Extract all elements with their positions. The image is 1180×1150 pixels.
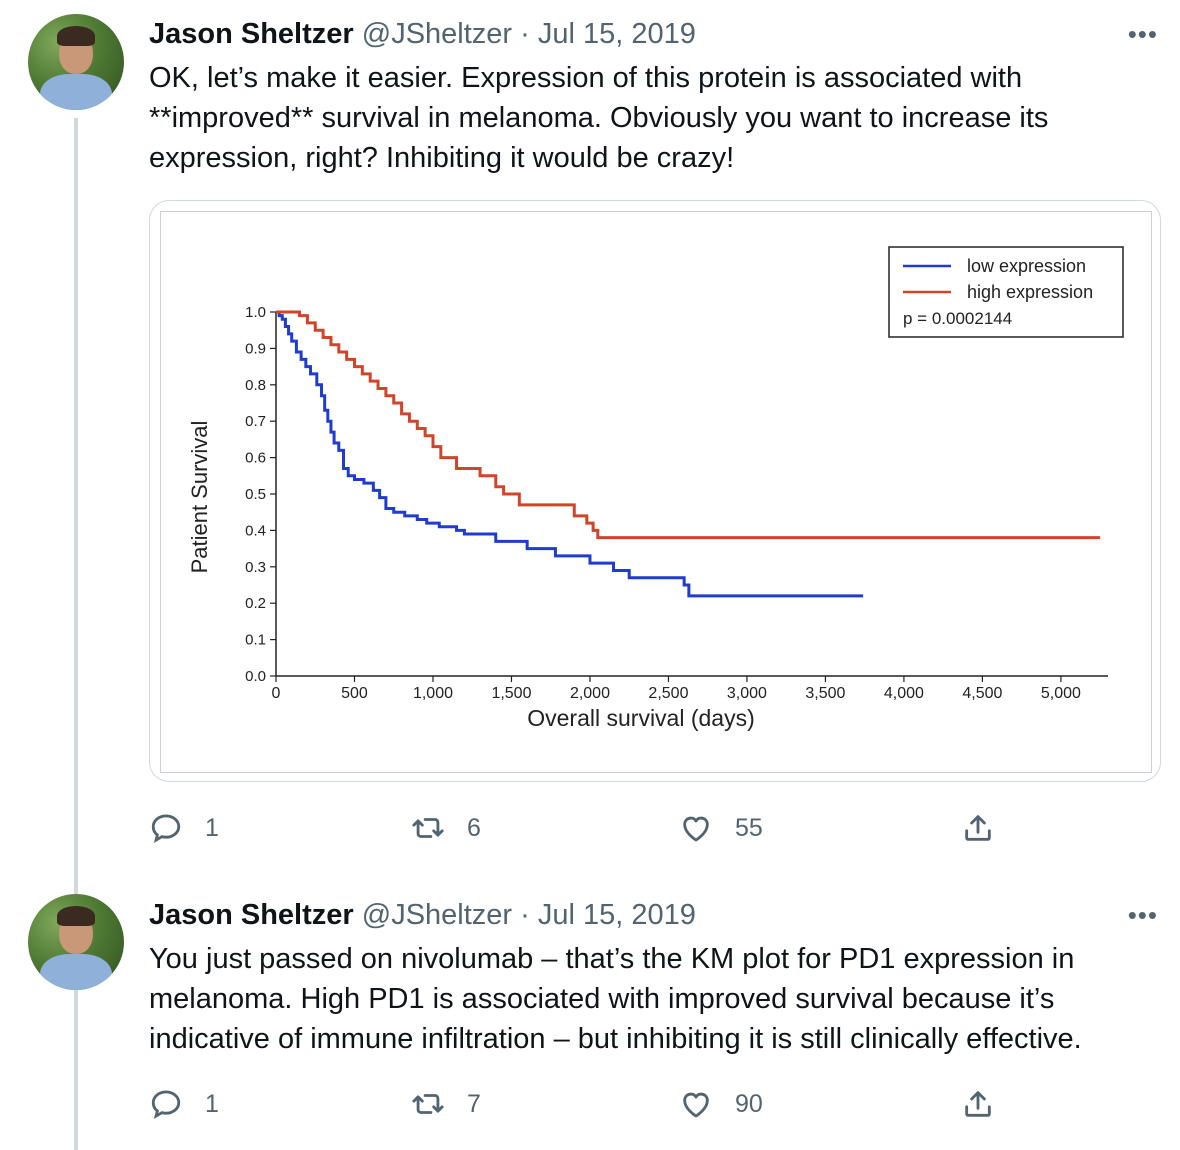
tweet-text-line: expression, right? Inhibiting it would b… bbox=[149, 142, 735, 174]
author-handle[interactable]: @JSheltzer bbox=[361, 18, 513, 50]
y-axis-label: Patient Survival bbox=[187, 421, 212, 574]
tweet-text-line: OK, let’s make it easier. Expression of … bbox=[149, 62, 1023, 94]
legend-p-value: p = 0.0002144 bbox=[903, 309, 1012, 328]
y-tick-label: 1.0 bbox=[245, 304, 266, 321]
retweet-icon bbox=[412, 818, 444, 838]
x-tick-label: 4,500 bbox=[962, 685, 1002, 702]
x-tick-label: 2,000 bbox=[570, 685, 610, 702]
like-count: 55 bbox=[735, 813, 763, 842]
avatar[interactable] bbox=[28, 894, 124, 990]
y-tick-label: 0.7 bbox=[245, 413, 266, 430]
share-icon bbox=[965, 1091, 991, 1117]
y-tick-label: 0.2 bbox=[245, 595, 266, 612]
retweet-button[interactable]: 7 bbox=[411, 1084, 481, 1124]
y-tick-label: 0.1 bbox=[245, 632, 266, 649]
reply-icon bbox=[151, 1090, 181, 1119]
reply-icon bbox=[151, 814, 181, 843]
reply-button[interactable]: 1 bbox=[149, 808, 219, 848]
thread-connector-line bbox=[74, 118, 78, 1150]
more-options-icon[interactable]: ••• bbox=[1127, 19, 1158, 49]
x-tick-label: 4,000 bbox=[884, 685, 924, 702]
tweet-text-line: indicative of immune infiltration – but … bbox=[149, 1023, 1082, 1055]
legend-label-high: high expression bbox=[967, 282, 1093, 302]
tweet-text-line: You just passed on nivolumab – that’s th… bbox=[149, 943, 1075, 975]
km-curve-low-expression bbox=[276, 310, 864, 598]
tweet-text-line: melanoma. High PD1 is associated with im… bbox=[149, 983, 1055, 1015]
tweet-text: OK, let’s make it easier. Expression of … bbox=[149, 58, 1149, 178]
reply-count: 1 bbox=[205, 1089, 219, 1118]
tweet-text-line: **improved** survival in melanoma. Obvio… bbox=[149, 102, 1049, 134]
tweet-header: Jason Sheltzer @JSheltzer · Jul 15, 2019 bbox=[149, 16, 696, 52]
x-tick-label: 5,000 bbox=[1041, 685, 1081, 702]
x-tick-label: 3,000 bbox=[727, 685, 767, 702]
chart-series bbox=[276, 310, 1101, 598]
avatar[interactable] bbox=[28, 14, 124, 110]
tweet-actions: 1 6 55 bbox=[149, 808, 1159, 848]
x-tick-label: 3,500 bbox=[805, 685, 845, 702]
chart-axes: 0 500 1,000 1,500 2,000 2,500 3,000 3,500 4,000 4… bbox=[245, 304, 1108, 702]
x-tick-label: 1,000 bbox=[413, 685, 453, 702]
km-plot-image: 0 500 1,000 1,500 2,000 2,500 3,000 3,500 4,000 4… bbox=[160, 211, 1152, 773]
retweet-icon bbox=[412, 1094, 444, 1114]
like-count: 90 bbox=[735, 1089, 763, 1118]
x-axis-label: Overall survival (days) bbox=[527, 705, 755, 731]
x-tick-label: 2,500 bbox=[648, 685, 688, 702]
reply-button[interactable]: 1 bbox=[149, 1084, 219, 1124]
retweet-count: 6 bbox=[467, 813, 481, 842]
like-button[interactable]: 55 bbox=[679, 808, 763, 848]
reply-count: 1 bbox=[205, 813, 219, 842]
y-tick-label: 0.6 bbox=[245, 450, 266, 467]
y-tick-label: 0.3 bbox=[245, 559, 266, 576]
author-name[interactable]: Jason Sheltzer bbox=[149, 899, 354, 931]
heart-icon bbox=[683, 1092, 709, 1118]
tweet-text: You just passed on nivolumab – that’s th… bbox=[149, 939, 1149, 1059]
share-icon bbox=[965, 815, 991, 841]
y-tick-label: 0.5 bbox=[245, 486, 266, 503]
heart-icon bbox=[683, 816, 709, 842]
y-tick-label: 0.8 bbox=[245, 377, 266, 394]
tweet-actions: 1 7 90 bbox=[149, 1084, 1159, 1124]
retweet-button[interactable]: 6 bbox=[411, 808, 481, 848]
retweet-count: 7 bbox=[467, 1089, 481, 1118]
tweet-date[interactable]: Jul 15, 2019 bbox=[537, 899, 696, 931]
chart-legend: low expression high expression p = 0.000… bbox=[888, 246, 1124, 338]
y-tick-label: 0.9 bbox=[245, 340, 266, 357]
share-button[interactable] bbox=[961, 808, 995, 848]
tweet-media[interactable]: 0 500 1,000 1,500 2,000 2,500 3,000 3,500 4,000 4… bbox=[149, 200, 1161, 782]
x-tick-label: 1,500 bbox=[491, 685, 531, 702]
km-curve-high-expression bbox=[276, 310, 1101, 540]
y-tick-label: 0.0 bbox=[245, 668, 266, 685]
tweet-date[interactable]: Jul 15, 2019 bbox=[537, 18, 696, 50]
more-options-icon[interactable]: ••• bbox=[1127, 900, 1158, 930]
share-button[interactable] bbox=[961, 1084, 995, 1124]
header-separator: · bbox=[520, 18, 530, 50]
y-tick-label: 0.4 bbox=[245, 522, 266, 539]
header-separator: · bbox=[520, 899, 530, 931]
like-button[interactable]: 90 bbox=[679, 1084, 763, 1124]
author-handle[interactable]: @JSheltzer bbox=[361, 899, 513, 931]
x-tick-label: 500 bbox=[341, 685, 368, 702]
km-survival-chart: 0 500 1,000 1,500 2,000 2,500 3,000 3,500 4,000 4… bbox=[187, 246, 1124, 731]
x-tick-label: 0 bbox=[272, 685, 281, 702]
author-name[interactable]: Jason Sheltzer bbox=[149, 18, 354, 50]
tweet-header: Jason Sheltzer @JSheltzer · Jul 15, 2019 bbox=[149, 897, 696, 933]
legend-label-low: low expression bbox=[967, 256, 1086, 276]
